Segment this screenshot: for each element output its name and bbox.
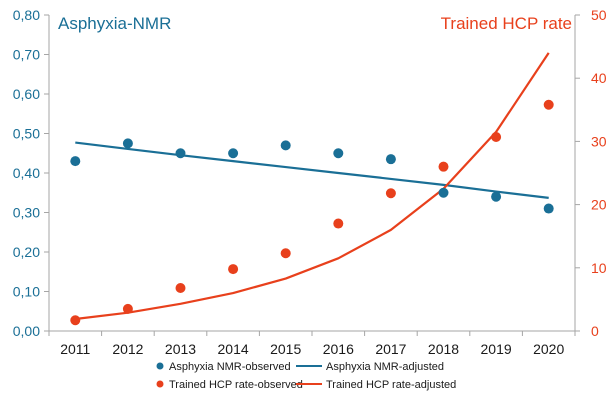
left-tick-label: 0,20 [13,244,40,260]
hcp-observed-point [228,264,239,275]
hcp-observed-point [491,131,502,142]
asphyxia-observed-point [70,156,81,167]
asphyxia-observed-point [280,140,291,151]
legend: Asphyxia NMR-observed Asphyxia NMR-adjust… [156,361,456,391]
left-tick-label: 0,00 [13,323,40,339]
series-points [70,99,554,326]
hcp-observed-point [122,303,133,314]
asphyxia-observed-point [491,191,502,202]
asphyxia-observed-point [228,148,239,159]
asphyxia-observed-point [122,138,133,149]
left-tick-label: 0,40 [13,165,40,181]
x-tick-label: 2020 [533,341,564,357]
x-tick-label: 2017 [375,341,406,357]
left-tick-label: 0,10 [13,284,40,300]
right-tick-label: 40 [591,70,607,86]
asphyxia-observed-point [175,148,186,159]
hcp-observed-point [175,283,186,294]
left-tick-label: 0,30 [13,205,40,221]
right-tick-label: 0 [591,323,599,339]
left-tick-label: 0,80 [13,7,40,23]
series-lines [75,52,550,321]
x-tick-label: 2019 [481,341,512,357]
asphyxia-observed-point [333,148,344,159]
asphyxia-observed-point [543,203,554,214]
left-axis-title: Asphyxia-NMR [58,14,171,33]
x-tick-label: 2013 [165,341,196,357]
left-tick-label: 0,50 [13,126,40,142]
hcp-observed-point [543,99,554,110]
x-tick-label: 2012 [112,341,143,357]
legend-marker [156,362,164,370]
asphyxia-adjusted-line [75,141,549,199]
hcp-observed-point [438,161,449,172]
x-tick-label: 2011 [60,341,90,357]
legend-label: Trained HCP rate-adjusted [326,379,456,391]
right-tick-label: 50 [591,7,607,23]
hcp-observed-point [70,315,81,326]
legend-label: Trained HCP rate-observed [169,379,303,391]
right-axis-title: Trained HCP rate [441,14,572,33]
left-tick-label: 0,70 [13,47,40,63]
right-tick-label: 10 [591,260,607,276]
x-tick-label: 2018 [428,341,459,357]
right-tick-label: 20 [591,197,607,213]
hcp-adjusted-line [75,52,550,321]
asphyxia-observed-point [385,154,396,165]
legend-label: Asphyxia NMR-observed [169,361,291,373]
x-tick-label: 2015 [270,341,301,357]
hcp-observed-point [280,248,291,259]
left-tick-label: 0,60 [13,86,40,102]
right-tick-label: 30 [591,133,607,149]
legend-label: Asphyxia NMR-adjusted [326,361,444,373]
axes: 0,00 0,10 0,20 0,30 0,40 0,50 0,60 0,70 0,80 0 10 2… [13,7,607,357]
hcp-observed-point [385,188,396,199]
hcp-observed-point [333,218,344,229]
asphyxia-observed-point [438,187,449,198]
x-tick-label: 2014 [218,341,249,357]
x-tick-label: 2016 [323,341,354,357]
legend-marker [156,380,164,388]
